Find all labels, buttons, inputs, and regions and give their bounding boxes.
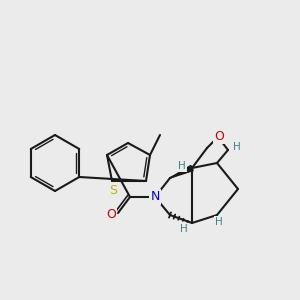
Text: H: H [178, 161, 186, 171]
Text: H: H [233, 142, 241, 152]
Text: H: H [180, 224, 188, 234]
Text: O: O [214, 130, 224, 142]
Text: H: H [215, 217, 223, 227]
Text: S: S [109, 184, 117, 196]
Text: N: N [150, 190, 160, 203]
Text: O: O [106, 208, 116, 220]
Polygon shape [170, 166, 193, 178]
